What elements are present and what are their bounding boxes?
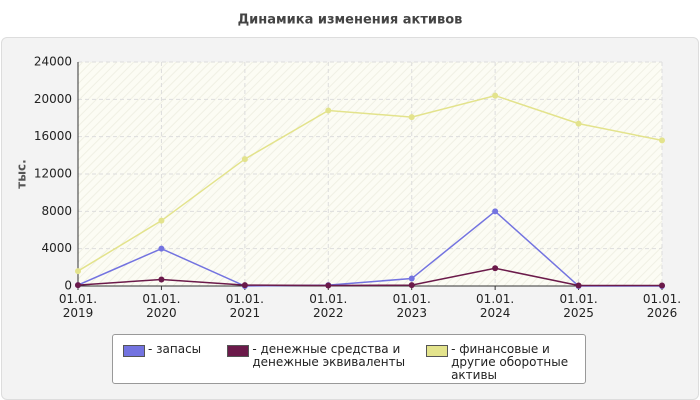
legend-item: - запасы <box>113 335 217 383</box>
y-tick-label: 24000 <box>34 55 72 69</box>
x-tick-label: 01.01. 2025 <box>559 292 597 320</box>
y-tick-label: 20000 <box>34 92 72 106</box>
x-tick-label: 01.01. 2019 <box>59 292 97 320</box>
x-tick-label: 01.01. 2026 <box>643 292 681 320</box>
point <box>241 156 248 163</box>
x-tick-label: 01.01. 2023 <box>393 292 431 320</box>
legend: - запасы - денежные средства и денежные э… <box>112 334 586 384</box>
point <box>492 265 499 272</box>
point <box>408 114 415 121</box>
point <box>75 268 81 275</box>
legend-item: - финансовые и другие оборотные активы <box>416 335 585 383</box>
series-line <box>77 94 663 272</box>
y-tick-label: 8000 <box>41 204 72 218</box>
point <box>408 275 415 282</box>
y-tick-label: 0 <box>64 279 72 293</box>
point <box>75 282 81 289</box>
legend-label: - денежные средства и денежные эквивален… <box>252 342 406 369</box>
y-tick-label: 16000 <box>34 129 72 143</box>
legend-swatch <box>123 345 145 357</box>
point <box>492 92 499 99</box>
x-tick-label: 01.01. 2022 <box>309 292 347 320</box>
point <box>241 282 248 289</box>
point <box>408 282 415 289</box>
legend-item: - денежные средства и денежные эквивален… <box>217 335 416 383</box>
y-tick-label: 12000 <box>34 167 72 181</box>
series-line <box>77 267 662 287</box>
point <box>158 276 165 283</box>
point <box>325 107 332 114</box>
legend-swatch <box>426 345 449 357</box>
point <box>492 208 499 215</box>
legend-label: - запасы <box>148 342 202 356</box>
point <box>575 282 582 289</box>
legend-swatch <box>227 345 250 357</box>
y-axis-label: тыс. <box>15 159 29 188</box>
point <box>158 217 165 224</box>
y-tick-label: 4000 <box>41 241 72 255</box>
legend-label: - финансовые и другие оборотные активы <box>451 342 569 382</box>
x-tick-label: 01.01. 2020 <box>142 292 180 320</box>
x-tick-label: 01.01. 2021 <box>226 292 264 320</box>
chart-title: Динамика изменения активов <box>238 13 463 28</box>
x-tick-label: 01.01. 2024 <box>476 292 514 320</box>
point <box>325 282 332 289</box>
point <box>659 282 665 289</box>
point <box>575 120 582 127</box>
point <box>158 245 165 252</box>
series-line <box>77 210 662 287</box>
point <box>659 137 665 144</box>
